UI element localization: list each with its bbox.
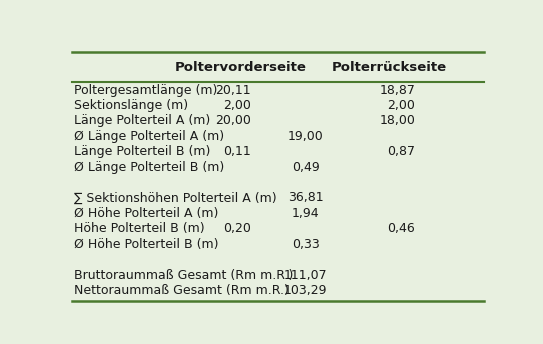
Text: ∑ Sektionshöhen Polterteil A (m): ∑ Sektionshöhen Polterteil A (m) [74, 192, 277, 204]
Text: Höhe Polterteil B (m): Höhe Polterteil B (m) [74, 222, 205, 235]
Text: 20,00: 20,00 [215, 115, 251, 127]
Text: Ø Höhe Polterteil B (m): Ø Höhe Polterteil B (m) [74, 238, 219, 251]
Text: 0,33: 0,33 [292, 238, 319, 251]
Text: 1,94: 1,94 [292, 207, 319, 220]
Text: 111,07: 111,07 [284, 269, 327, 282]
Text: Poltergesamtlänge (m): Poltergesamtlänge (m) [74, 84, 218, 97]
Text: 0,49: 0,49 [292, 161, 319, 174]
Text: 18,87: 18,87 [379, 84, 415, 97]
Text: 19,00: 19,00 [288, 130, 324, 143]
Text: 0,11: 0,11 [223, 145, 251, 158]
Text: 20,11: 20,11 [216, 84, 251, 97]
Text: Ø Länge Polterteil B (m): Ø Länge Polterteil B (m) [74, 161, 224, 174]
Text: 2,00: 2,00 [223, 99, 251, 112]
Text: 0,87: 0,87 [387, 145, 415, 158]
Text: Sektionslänge (m): Sektionslänge (m) [74, 99, 188, 112]
Text: Ø Länge Polterteil A (m): Ø Länge Polterteil A (m) [74, 130, 224, 143]
Text: 2,00: 2,00 [387, 99, 415, 112]
Text: Polterrückseite: Polterrückseite [332, 61, 447, 74]
Text: 0,20: 0,20 [223, 222, 251, 235]
Text: 36,81: 36,81 [288, 192, 324, 204]
Text: Bruttoraummaß Gesamt (Rm m.R.): Bruttoraummaß Gesamt (Rm m.R.) [74, 269, 294, 282]
Text: Nettoraummaß Gesamt (Rm m.R.): Nettoraummaß Gesamt (Rm m.R.) [74, 284, 289, 297]
Text: Poltervorderseite: Poltervorderseite [174, 61, 306, 74]
Text: Länge Polterteil B (m): Länge Polterteil B (m) [74, 145, 211, 158]
Text: Ø Höhe Polterteil A (m): Ø Höhe Polterteil A (m) [74, 207, 219, 220]
Text: 0,46: 0,46 [387, 222, 415, 235]
Text: 103,29: 103,29 [284, 284, 327, 297]
Text: Länge Polterteil A (m): Länge Polterteil A (m) [74, 115, 211, 127]
Text: 18,00: 18,00 [379, 115, 415, 127]
